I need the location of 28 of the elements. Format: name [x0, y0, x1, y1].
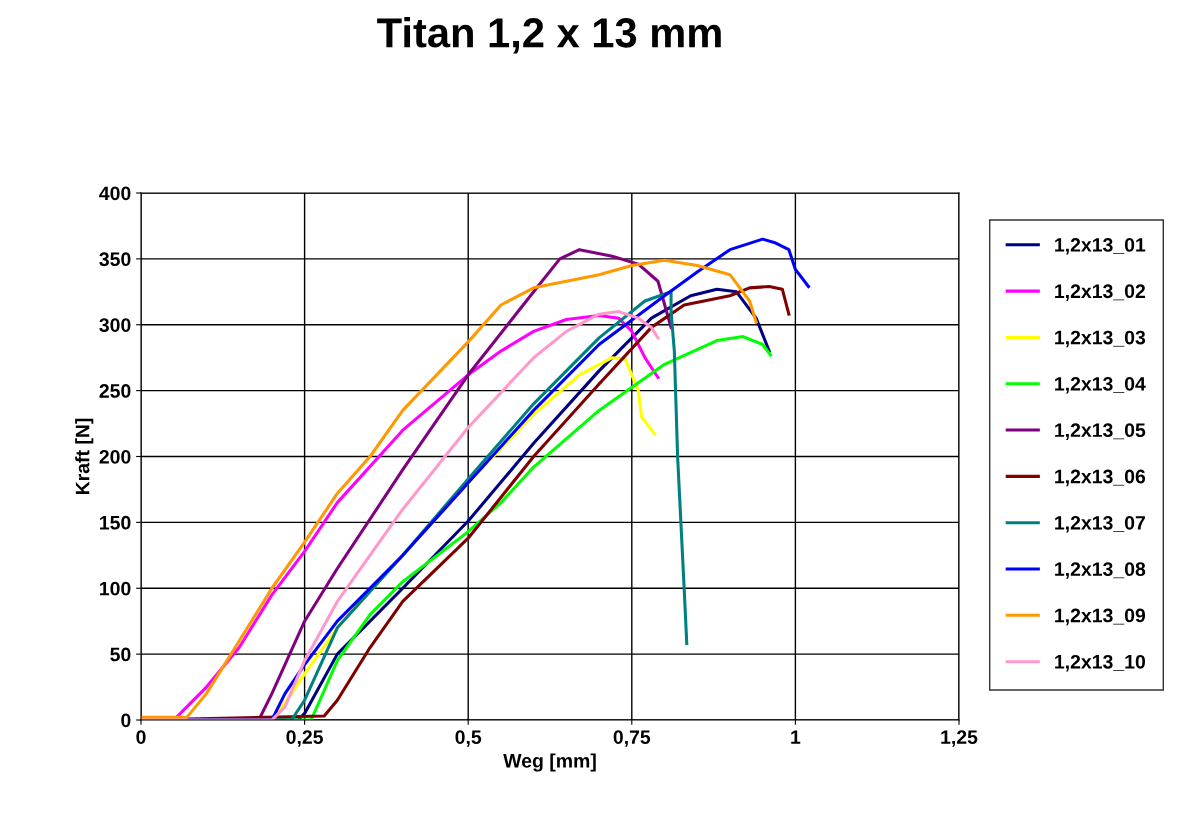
y-tick-label: 300 [99, 318, 131, 333]
y-tick-label: 200 [99, 449, 131, 464]
x-tick-label: 1,25 [941, 730, 978, 747]
legend-label: 1,2x13_09 [1055, 608, 1146, 626]
legend-label: 1,2x13_08 [1055, 562, 1146, 579]
legend-label: 1,2x13_03 [1055, 330, 1146, 348]
legend-label: 1,2x13_02 [1055, 284, 1146, 301]
x-tick-label: 0 [136, 730, 146, 744]
legend-label: 1,2x13_07 [1055, 515, 1145, 533]
y-tick-label: 0 [121, 713, 131, 728]
y-tick-label: 350 [99, 252, 131, 267]
x-tick-label: 1 [791, 730, 801, 744]
chart-title: Titan 1,2 x 13 mm [377, 16, 721, 54]
legend-label: 1,2x13_05 [1055, 423, 1146, 440]
x-axis-title: Weg [mm] [503, 753, 596, 772]
legend-label: 1,2x13_01 [1055, 238, 1146, 255]
y-tick-label: 400 [99, 186, 131, 201]
y-tick-label: 250 [99, 384, 131, 398]
x-tick-label: 0,75 [613, 730, 651, 747]
legend-label: 1,2x13_04 [1055, 376, 1146, 394]
x-tick-label: 0,25 [286, 730, 323, 747]
legend-label: 1,2x13_10 [1055, 654, 1146, 672]
legend-label: 1,2x13_06 [1055, 469, 1146, 487]
x-tick-label: 0,5 [455, 730, 482, 747]
y-tick-label: 50 [110, 647, 131, 662]
y-axis-title: Kraft [N] [75, 418, 94, 495]
y-tick-label: 100 [100, 581, 131, 596]
y-tick-label: 150 [100, 515, 131, 530]
